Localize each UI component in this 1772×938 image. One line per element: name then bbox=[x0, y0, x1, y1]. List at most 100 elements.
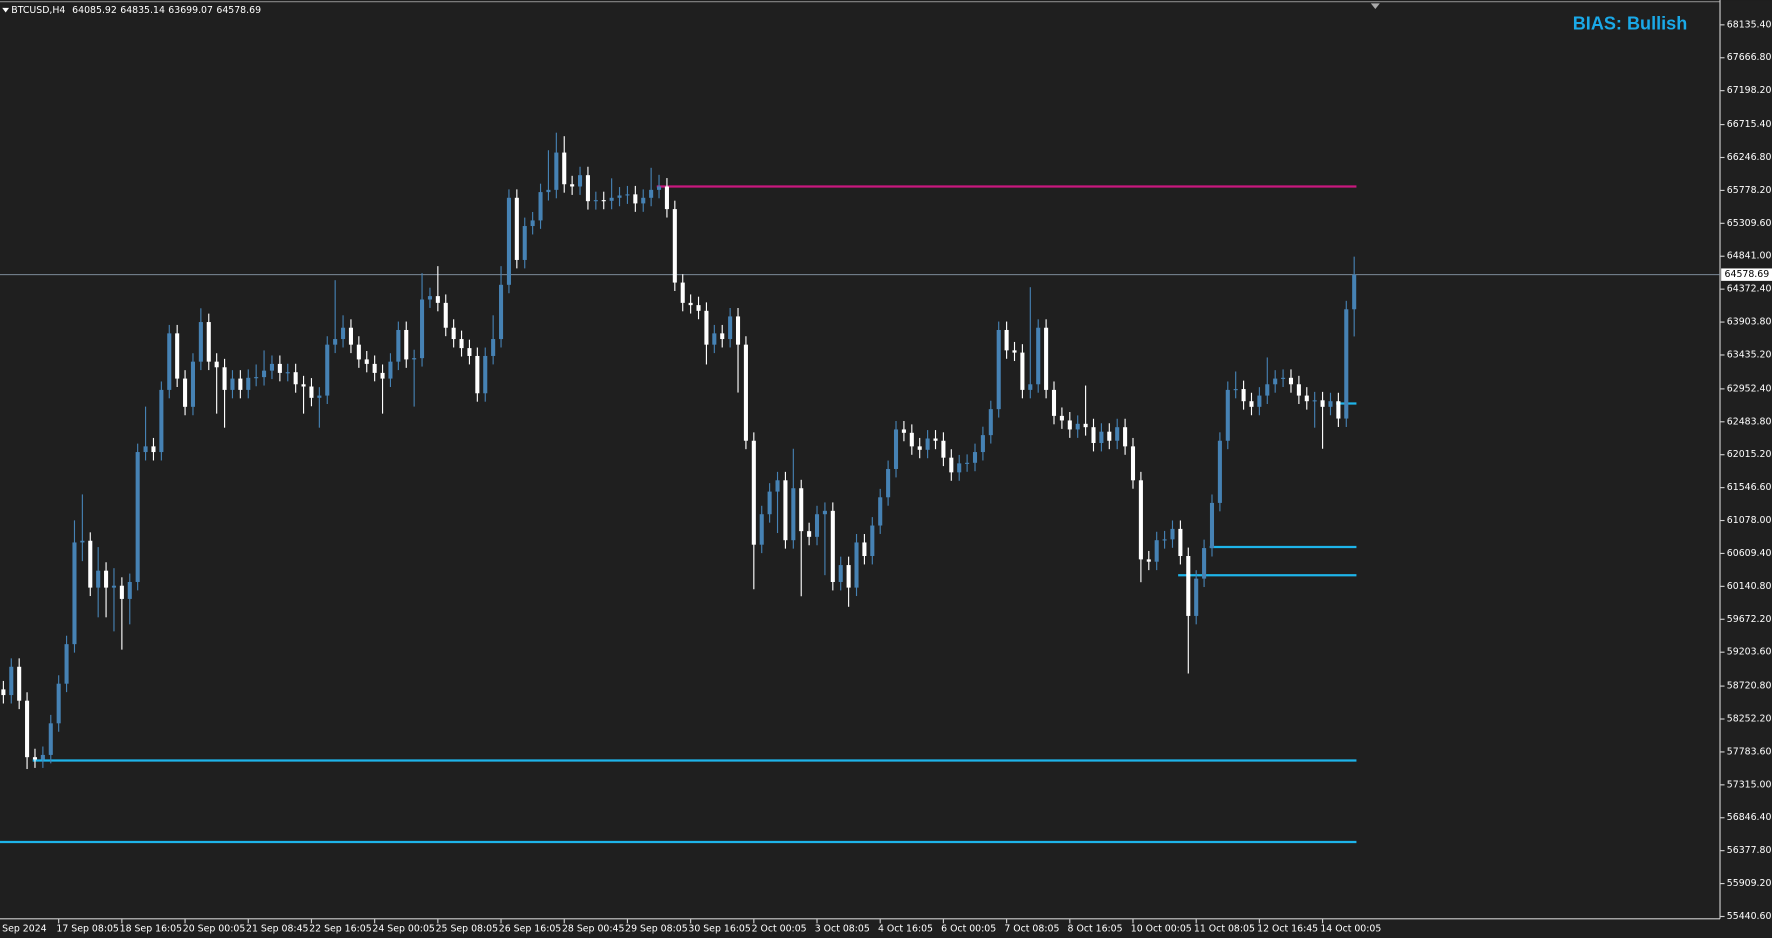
y-tick-label: 66715.40 bbox=[1727, 119, 1772, 130]
candle-body bbox=[1186, 556, 1191, 616]
x-tick-label: 6 Oct 00:05 bbox=[941, 923, 996, 934]
x-tick-label: 2 Oct 00:05 bbox=[752, 923, 807, 934]
y-tick-label: 64841.00 bbox=[1727, 251, 1772, 262]
candle-body bbox=[1281, 377, 1286, 379]
candle-body bbox=[159, 389, 164, 453]
candle-body bbox=[325, 344, 330, 396]
candle-body bbox=[175, 333, 180, 379]
candle-body bbox=[356, 344, 361, 360]
chart-header: BTCUSD,H4 64085.92 64835.14 63699.07 64578.6… bbox=[11, 5, 261, 16]
x-tick-label: 12 Oct 16:45 bbox=[1257, 923, 1318, 934]
candle-body bbox=[32, 757, 38, 760]
candle-body bbox=[1036, 327, 1041, 385]
candle-body bbox=[451, 327, 456, 340]
candle-body bbox=[514, 197, 519, 260]
candle-body bbox=[254, 377, 259, 379]
candle-body bbox=[1241, 389, 1246, 402]
y-tick-label: 62015.20 bbox=[1727, 449, 1772, 460]
candle-body bbox=[870, 525, 875, 557]
candle-body bbox=[1138, 480, 1143, 560]
candle-body bbox=[333, 339, 338, 345]
menu-marker bbox=[2, 7, 10, 13]
candle-body bbox=[1249, 401, 1254, 407]
candle-body bbox=[246, 377, 251, 390]
x-tick-label: 18 Sep 16:05 bbox=[120, 923, 183, 934]
y-tick-label: 57783.60 bbox=[1727, 746, 1772, 757]
candle-body bbox=[230, 378, 235, 390]
candle-body bbox=[838, 565, 843, 582]
candle-body bbox=[104, 570, 109, 588]
x-tick-label: 8 Oct 16:05 bbox=[1068, 923, 1123, 934]
candle-body bbox=[190, 361, 195, 407]
candle-body bbox=[530, 220, 535, 227]
candle-body bbox=[309, 386, 314, 398]
candle-body bbox=[1059, 415, 1064, 421]
y-tick-label: 58252.20 bbox=[1727, 714, 1772, 725]
candle-body bbox=[570, 184, 575, 187]
candle-body bbox=[854, 542, 859, 588]
candle-body bbox=[562, 152, 567, 185]
candle-body bbox=[783, 480, 788, 541]
candle-body bbox=[1296, 384, 1301, 396]
bias-annotation: BIAS: Bullish bbox=[1573, 14, 1687, 34]
candle-body bbox=[293, 372, 298, 385]
y-tick-label: 68135.40 bbox=[1727, 19, 1772, 30]
y-tick-label: 60140.80 bbox=[1727, 581, 1772, 592]
chart-title: BTCUSD,H4 bbox=[11, 5, 65, 16]
candle-body bbox=[609, 197, 614, 201]
candle-body bbox=[696, 305, 701, 311]
candle-body bbox=[1288, 377, 1294, 385]
candle-body bbox=[949, 457, 954, 473]
candle-body bbox=[1257, 395, 1262, 407]
candle-body bbox=[996, 329, 1001, 410]
candle-body bbox=[96, 570, 101, 588]
price-label: 64578.69 bbox=[1725, 269, 1770, 280]
x-tick-label: 17 Sep 08:05 bbox=[56, 923, 119, 934]
candle-body bbox=[1344, 309, 1349, 419]
candle-body bbox=[443, 302, 448, 328]
candle-body bbox=[767, 491, 772, 515]
close-value: 64578.69 bbox=[216, 5, 261, 16]
y-tick-label: 60609.40 bbox=[1727, 548, 1772, 559]
candle-body bbox=[743, 344, 748, 441]
candle-body bbox=[735, 316, 741, 345]
candle-body bbox=[1154, 540, 1159, 562]
candle-body bbox=[680, 282, 685, 303]
candle-body bbox=[1115, 427, 1120, 441]
x-tick-label: 21 Sep 08:45 bbox=[246, 923, 309, 934]
candle-body bbox=[862, 542, 867, 557]
candle-body bbox=[554, 152, 559, 190]
candle-body bbox=[728, 316, 733, 340]
x-tick-label: 24 Sep 00:05 bbox=[372, 923, 435, 934]
candle-body bbox=[1051, 389, 1057, 416]
candle-body bbox=[222, 367, 227, 390]
x-tick-label: 28 Sep 00:45 bbox=[562, 923, 625, 934]
candle-body bbox=[262, 370, 267, 378]
y-tick-label: 61546.60 bbox=[1727, 482, 1772, 493]
candle-body bbox=[1020, 352, 1025, 390]
x-tick-label: 20 Sep 00:05 bbox=[183, 923, 246, 934]
y-tick-label: 55440.60 bbox=[1727, 911, 1772, 922]
candle-body bbox=[269, 363, 274, 371]
candle-body bbox=[88, 540, 93, 588]
candle-body bbox=[578, 175, 583, 187]
x-tick-label: 26 Sep 16:05 bbox=[499, 923, 562, 934]
candle-body bbox=[214, 361, 219, 368]
candle-body bbox=[1209, 502, 1215, 549]
candle-body bbox=[1233, 389, 1238, 391]
candle-body bbox=[80, 540, 85, 543]
candle-body bbox=[341, 327, 346, 340]
candle-body bbox=[546, 189, 551, 193]
candle-body bbox=[814, 514, 820, 537]
plot-area: 68135.40 67666.80 67198.20 66715.40 66246.80… bbox=[0, 19, 1772, 934]
candle-body bbox=[48, 723, 53, 755]
candle-body bbox=[720, 333, 725, 340]
candle-body bbox=[656, 186, 662, 190]
candle-body bbox=[491, 339, 496, 356]
candle-body bbox=[775, 480, 780, 492]
candle-body bbox=[499, 284, 504, 340]
candle-body bbox=[1146, 559, 1151, 562]
candle-body bbox=[301, 384, 306, 387]
candle-body bbox=[807, 531, 812, 537]
